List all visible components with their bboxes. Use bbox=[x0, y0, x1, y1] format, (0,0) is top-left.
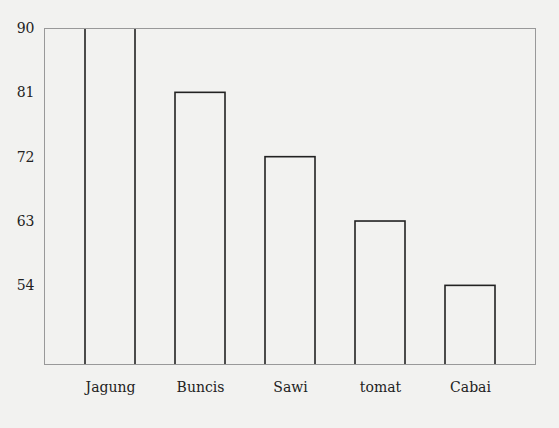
svg-text:81: 81 bbox=[17, 84, 35, 100]
svg-text:Buncis: Buncis bbox=[177, 379, 225, 395]
svg-text:90: 90 bbox=[17, 20, 35, 36]
svg-text:Sawi: Sawi bbox=[273, 379, 308, 395]
svg-text:Cabai: Cabai bbox=[450, 379, 491, 395]
svg-text:Jagung: Jagung bbox=[84, 379, 136, 395]
svg-text:72: 72 bbox=[17, 149, 35, 165]
svg-text:54: 54 bbox=[17, 277, 35, 293]
svg-text:tomat: tomat bbox=[360, 379, 402, 395]
svg-text:63: 63 bbox=[17, 213, 35, 229]
